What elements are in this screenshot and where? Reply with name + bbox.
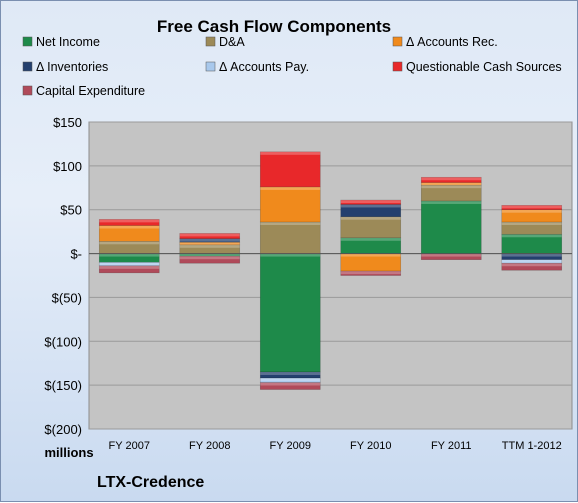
bar-segment-highlight: [179, 233, 240, 237]
bar-segment: [420, 176, 482, 183]
x-axis-categories: FY 2007 FY 2008 FY 2009 FY 2010 FY 2011 TTM 1…: [109, 440, 562, 452]
bar-segment: [179, 233, 241, 239]
bar-segment-highlight: [179, 256, 240, 260]
bar-segment-highlight: [260, 186, 321, 190]
bar-segment: [259, 253, 321, 373]
legend-label: Questionable Cash Sources: [406, 60, 562, 74]
bar-segment-highlight: [260, 382, 321, 386]
bars: [98, 151, 563, 390]
bar-segment-highlight: [260, 378, 321, 382]
legend-swatch: [392, 36, 403, 47]
bar-segment-highlight: [99, 225, 160, 229]
unit-label: millions: [44, 445, 93, 460]
bar-segment-highlight: [260, 151, 321, 155]
bar-segment-highlight: [99, 241, 160, 245]
bar-segment-highlight: [340, 253, 401, 257]
bar-segment-highlight: [340, 216, 401, 220]
bar-segment-highlight: [421, 253, 482, 257]
bar-segment-highlight: [501, 205, 562, 209]
y-tick-label: $(100): [44, 334, 82, 349]
bar-segment-highlight: [421, 177, 482, 181]
legend-label: Δ Inventories: [36, 60, 108, 74]
x-tick-label: FY 2007: [109, 440, 150, 452]
bar-segment-highlight: [501, 221, 562, 225]
legend-label: Net Income: [36, 35, 100, 49]
legend-item: Δ Accounts Rec.: [392, 35, 498, 49]
y-axis-ticks: $150 $100 $50 $- $(50) $(100) $(150) $(200): [44, 115, 82, 437]
bar-segment: [259, 382, 321, 390]
legend-label: D&A: [219, 35, 245, 49]
bar-segment: [259, 186, 321, 223]
legend-item: Capital Expenditure: [22, 84, 145, 98]
bar-segment-highlight: [340, 271, 401, 275]
bar-segment-highlight: [501, 253, 562, 257]
plot-area: [88, 121, 573, 430]
y-tick-label: $(50): [52, 290, 82, 305]
x-tick-label: FY 2010: [350, 440, 391, 452]
bar-segment: [340, 216, 402, 239]
bar-segment: [179, 255, 241, 264]
legend-swatch: [22, 36, 33, 47]
bar-segment-highlight: [260, 221, 321, 225]
legend-swatch: [22, 61, 33, 72]
x-tick-label: FY 2008: [189, 440, 230, 452]
legend-swatch: [22, 85, 33, 96]
bar-segment-highlight: [179, 253, 240, 257]
y-tick-label: $100: [53, 159, 82, 174]
legend-swatch: [205, 61, 216, 72]
bar-segment-highlight: [340, 237, 401, 241]
y-tick-label: $150: [53, 115, 82, 130]
legend-swatch: [205, 36, 216, 47]
bar-segment: [501, 221, 563, 235]
legend-swatch: [392, 61, 403, 72]
bar-segment-highlight: [99, 219, 160, 223]
y-tick-label: $-: [70, 247, 82, 262]
bar-segment: [259, 221, 321, 254]
bar-segment: [340, 199, 402, 205]
bar-segment-highlight: [179, 244, 240, 248]
x-tick-label: FY 2011: [431, 440, 472, 452]
bar-segment-highlight: [501, 259, 562, 263]
bar-segment: [420, 200, 482, 254]
x-tick-label: TTM 1-2012: [502, 440, 562, 452]
legend-item: D&A: [205, 35, 245, 49]
legend-item: Δ Accounts Pay.: [205, 60, 309, 74]
bar-segment-highlight: [99, 265, 160, 269]
bar-segment-highlight: [421, 182, 482, 186]
bar-segment-highlight: [179, 242, 240, 245]
legend-label: Δ Accounts Rec.: [406, 35, 498, 49]
bar-segment: [501, 262, 563, 271]
bar-segment-highlight: [501, 234, 562, 238]
bar-segment: [98, 219, 160, 226]
legend-item: Δ Inventories: [22, 60, 108, 74]
y-tick-label: $(200): [44, 422, 82, 437]
bar-segment-highlight: [501, 263, 562, 267]
source-label: LTX-Credence: [97, 474, 204, 491]
bar-segment-highlight: [99, 262, 160, 266]
bar-segment-highlight: [340, 204, 401, 208]
bar-segment: [501, 205, 563, 211]
bar-segment-highlight: [340, 200, 401, 204]
bar-segment-highlight: [260, 371, 321, 375]
bar-segment-highlight: [260, 253, 321, 257]
bar-segment-highlight: [421, 185, 482, 189]
bar-segment-highlight: [501, 209, 562, 213]
x-tick-label: FY 2009: [270, 440, 311, 452]
chart-title: Free Cash Flow Components: [157, 17, 391, 36]
bar-segment-highlight: [421, 200, 482, 204]
legend-item: Questionable Cash Sources: [392, 60, 562, 74]
legend-item: Net Income: [22, 35, 100, 49]
legend: Net Income D&A Δ Accounts Rec. Δ Inventorie…: [22, 35, 562, 98]
y-tick-label: $(150): [44, 378, 82, 393]
bar-segment: [98, 265, 160, 274]
y-tick-label: $50: [60, 203, 82, 218]
bar-segment: [340, 270, 402, 276]
legend-label: Capital Expenditure: [36, 84, 145, 98]
bar-segment-highlight: [99, 253, 160, 257]
legend-label: Δ Accounts Pay.: [219, 60, 309, 74]
bar-segment-highlight: [179, 238, 240, 242]
bar-segment: [259, 151, 321, 188]
